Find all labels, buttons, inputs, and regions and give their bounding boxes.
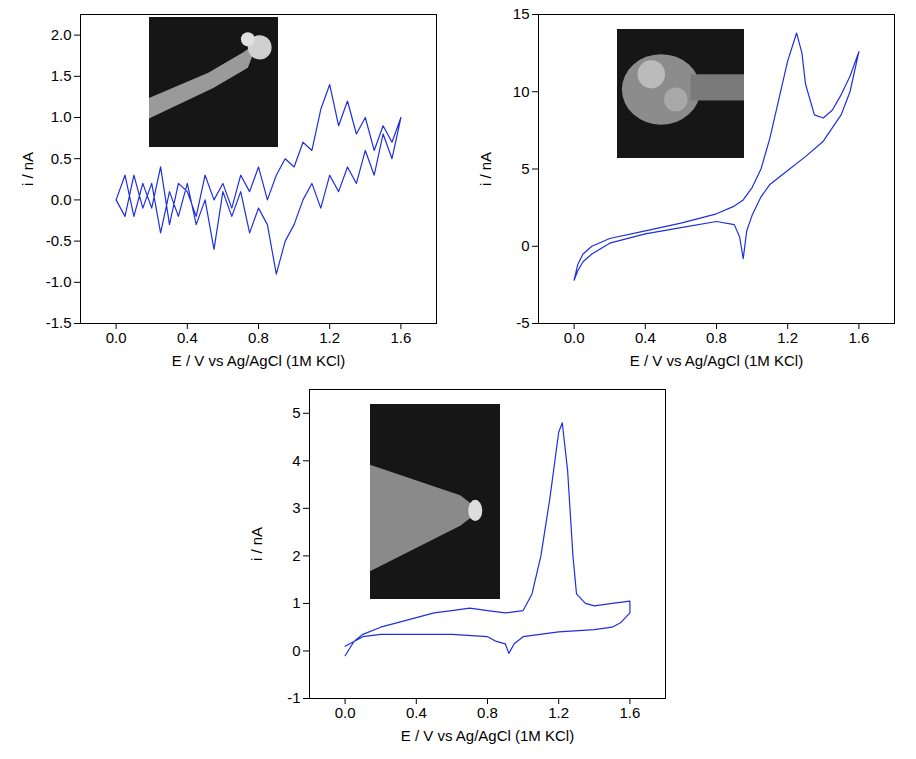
svg-text:3: 3 — [292, 499, 300, 516]
svg-text:15: 15 — [513, 5, 530, 22]
svg-text:0.8: 0.8 — [248, 329, 269, 346]
svg-text:0.8: 0.8 — [477, 704, 498, 721]
svg-text:10: 10 — [513, 83, 530, 100]
svg-text:0: 0 — [292, 642, 300, 659]
svg-text:1.0: 1.0 — [51, 108, 72, 125]
svg-text:1.2: 1.2 — [548, 704, 569, 721]
svg-text:2: 2 — [292, 547, 300, 564]
svg-text:E / V vs Ag/AgCl (1M KCl): E / V vs Ag/AgCl (1M KCl) — [401, 727, 574, 744]
svg-text:-1.0: -1.0 — [46, 273, 72, 290]
svg-text:E / V vs Ag/AgCl (1M KCl): E / V vs Ag/AgCl (1M KCl) — [630, 352, 803, 369]
svg-text:-1.5: -1.5 — [46, 314, 72, 331]
svg-text:1.6: 1.6 — [848, 329, 869, 346]
svg-text:-1: -1 — [287, 689, 300, 706]
svg-text:0.4: 0.4 — [177, 329, 198, 346]
svg-text:1.2: 1.2 — [319, 329, 340, 346]
svg-text:-0.5: -0.5 — [46, 232, 72, 249]
svg-text:0: 0 — [521, 237, 529, 254]
svg-text:1.6: 1.6 — [390, 329, 411, 346]
svg-text:0.0: 0.0 — [335, 704, 356, 721]
svg-text:1: 1 — [292, 594, 300, 611]
svg-text:i / nA: i / nA — [248, 527, 265, 561]
svg-text:0.4: 0.4 — [635, 329, 656, 346]
svg-text:i / nA: i / nA — [19, 152, 36, 186]
svg-text:0.4: 0.4 — [406, 704, 427, 721]
svg-text:5: 5 — [521, 160, 529, 177]
svg-text:0.8: 0.8 — [706, 329, 727, 346]
svg-text:4: 4 — [292, 452, 300, 469]
svg-text:1.6: 1.6 — [619, 704, 640, 721]
svg-text:5: 5 — [292, 404, 300, 421]
svg-text:1.5: 1.5 — [51, 67, 72, 84]
svg-text:0.0: 0.0 — [51, 191, 72, 208]
svg-text:0.0: 0.0 — [564, 329, 585, 346]
svg-text:i / nA: i / nA — [477, 152, 494, 186]
svg-text:0.0: 0.0 — [106, 329, 127, 346]
svg-text:-5: -5 — [516, 314, 529, 331]
svg-text:E / V vs Ag/AgCl (1M KCl): E / V vs Ag/AgCl (1M KCl) — [172, 352, 345, 369]
svg-text:2.0: 2.0 — [51, 26, 72, 43]
svg-text:0.5: 0.5 — [51, 150, 72, 167]
svg-text:1.2: 1.2 — [777, 329, 798, 346]
